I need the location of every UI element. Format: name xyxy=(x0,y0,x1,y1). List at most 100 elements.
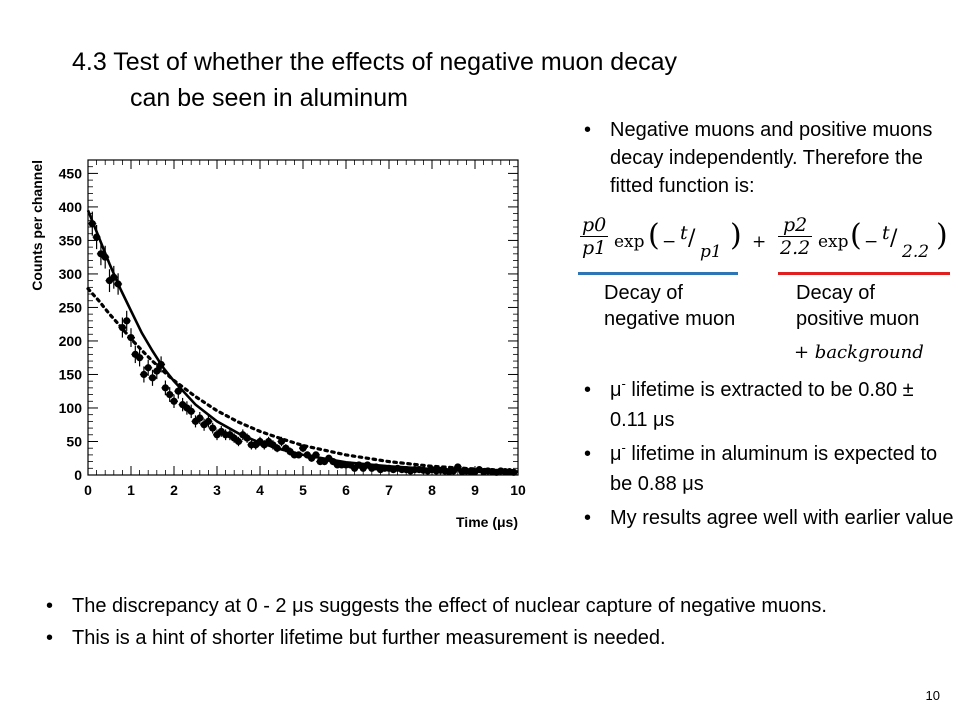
fit-function-formula: p0 p1 exp ( − t / p1 ) + p2 2.2 exp ( − … xyxy=(580,212,956,278)
data-point xyxy=(144,359,153,376)
x-tick-label: 7 xyxy=(385,482,393,498)
data-marker xyxy=(101,253,109,261)
frac-p2-2.2: p2 2.2 xyxy=(778,214,813,259)
label-negative-line1: Decay of xyxy=(604,282,683,304)
data-point xyxy=(208,422,217,434)
frac-bar xyxy=(778,236,813,237)
data-marker xyxy=(234,437,243,446)
label-decay-positive-muon: Decay of positive muon xyxy=(796,280,919,332)
y-tick-label: 100 xyxy=(59,400,83,416)
data-point xyxy=(187,404,196,419)
data-marker xyxy=(110,273,118,281)
data-point xyxy=(127,328,135,347)
data-marker xyxy=(136,354,144,362)
data-point xyxy=(320,457,329,466)
data-point xyxy=(170,394,178,408)
page-number: 10 xyxy=(925,688,940,703)
x-tick-label: 4 xyxy=(256,482,264,498)
data-point xyxy=(165,387,174,402)
data-point xyxy=(96,242,105,266)
bottom-bullet-list: The discrepancy at 0 - 2 μs suggests the… xyxy=(42,592,922,656)
x-axis-label: Time (μs) xyxy=(456,514,518,530)
data-marker xyxy=(454,463,462,471)
label-decay-negative-muon: Decay of negative muon xyxy=(604,280,735,332)
underline-negative-muon xyxy=(578,272,738,275)
data-marker xyxy=(127,334,135,342)
chart-fits xyxy=(86,209,520,473)
close-paren-2: ) xyxy=(936,218,948,253)
frac-num-p2: p2 xyxy=(782,214,808,236)
y-tick-label: 400 xyxy=(59,199,83,215)
background-term: + background xyxy=(794,342,924,363)
slide-title-line2: can be seen in aluminum xyxy=(130,84,408,112)
right-bullet-list-bottom: μ- lifetime is extracted to be 0.80 ± 0.… xyxy=(580,376,956,538)
data-point xyxy=(277,436,286,447)
data-marker xyxy=(273,444,281,452)
chart-points xyxy=(88,211,518,476)
y-tick-label: 250 xyxy=(59,299,83,315)
y-tick-label: 450 xyxy=(59,165,83,181)
label-negative-line2: negative muon xyxy=(604,308,736,330)
data-marker xyxy=(209,424,217,432)
slide-title: 4.3 Test of whether the effects of negat… xyxy=(72,44,677,116)
frac-p0-p1: p0 p1 xyxy=(580,214,609,259)
data-point xyxy=(195,412,204,425)
x-tick-label: 5 xyxy=(299,482,307,498)
data-point xyxy=(92,225,101,250)
exp-function-2: exp xyxy=(818,232,849,252)
data-marker xyxy=(187,407,195,415)
data-point xyxy=(260,440,269,450)
data-point xyxy=(157,356,166,373)
data-marker xyxy=(510,468,518,476)
data-point xyxy=(509,468,518,476)
x-tick-label: 9 xyxy=(471,482,479,498)
data-marker xyxy=(243,434,251,442)
divisor-p1: p1 xyxy=(700,242,722,262)
data-marker xyxy=(140,370,148,379)
data-marker xyxy=(161,384,169,392)
plot-frame xyxy=(87,159,519,476)
data-marker xyxy=(204,417,212,425)
data-marker xyxy=(295,451,303,459)
x-tick-label: 1 xyxy=(127,482,135,498)
y-axis-label: Counts per channel xyxy=(29,160,45,291)
frac-den-2.2: 2.2 xyxy=(780,237,811,259)
open-paren-1: ( xyxy=(648,218,660,253)
bullet-discrepancy: The discrepancy at 0 - 2 μs suggests the… xyxy=(42,592,922,620)
data-marker xyxy=(88,220,96,228)
chart-axes xyxy=(87,159,519,476)
label-positive-line1: Decay of xyxy=(796,282,875,304)
data-point xyxy=(299,444,307,453)
minus-sign-1: − xyxy=(662,232,677,252)
data-point xyxy=(135,349,144,367)
bullet-lifetime-extracted: μ- lifetime is extracted to be 0.80 ± 0.… xyxy=(580,376,956,434)
bullet-results-agree: My results agree well with earlier value xyxy=(580,504,956,532)
y-tick-label: 0 xyxy=(74,467,82,483)
close-paren-1: ) xyxy=(730,218,742,253)
data-point xyxy=(139,366,148,383)
slide-title-line1: 4.3 Test of whether the effects of negat… xyxy=(72,48,678,76)
label-positive-line2: positive muon xyxy=(796,308,920,330)
data-point xyxy=(311,451,320,459)
data-point xyxy=(243,433,252,443)
open-paren-2: ( xyxy=(850,218,862,253)
y-tick-label: 300 xyxy=(59,266,83,282)
data-point xyxy=(148,369,157,386)
data-point xyxy=(294,451,303,459)
bullet-lifetime-expected: μ- lifetime in aluminum is expected to b… xyxy=(580,440,956,498)
data-marker xyxy=(153,367,161,375)
data-marker xyxy=(144,364,152,372)
data-point xyxy=(234,436,243,447)
data-marker xyxy=(170,397,178,405)
y-tick-label: 50 xyxy=(66,433,82,449)
data-marker xyxy=(114,280,122,288)
data-marker xyxy=(148,374,157,382)
data-marker xyxy=(196,414,204,422)
data-marker xyxy=(312,451,320,459)
t-over-p1: t xyxy=(680,222,688,244)
frac-den-p1: p1 xyxy=(582,237,607,259)
divisor-2.2: 2.2 xyxy=(902,242,930,262)
data-marker xyxy=(157,360,165,369)
y-tick-label: 150 xyxy=(59,366,83,382)
decay-histogram-chart: 0 1 2 3 4 5 6 7 8 9 10050100150200250300350400450T… xyxy=(29,159,526,530)
